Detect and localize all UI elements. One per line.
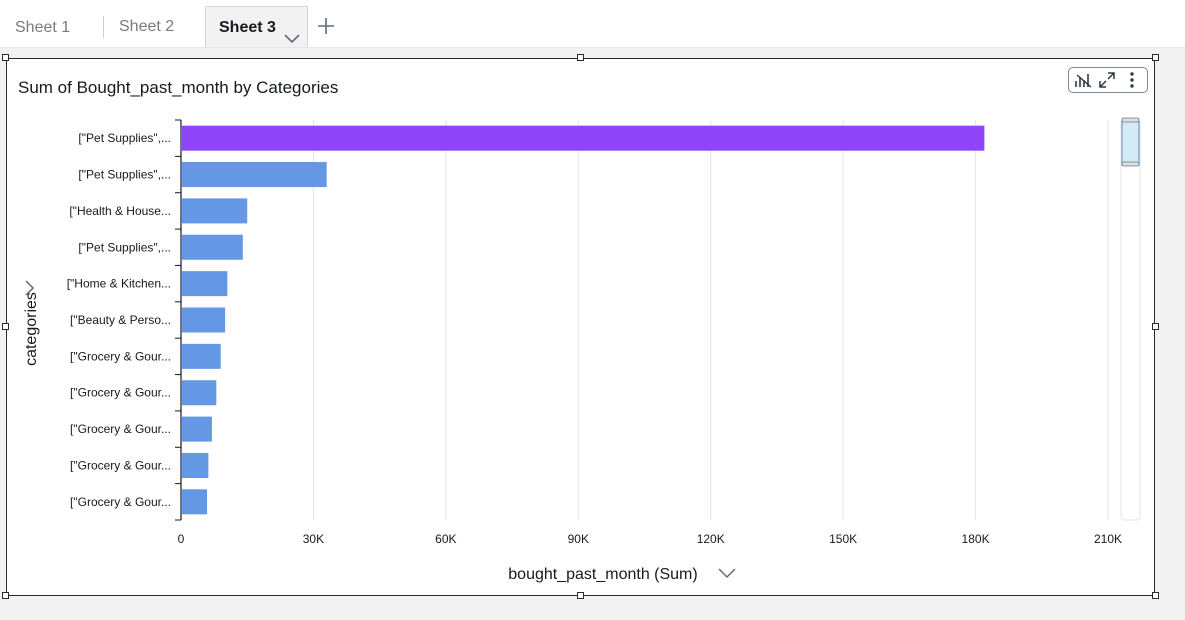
plus-icon	[318, 18, 334, 34]
y-tick-label: ["Grocery & Gour...	[70, 349, 171, 363]
bar[interactable]	[182, 452, 209, 478]
chart-format-icon[interactable]	[1074, 71, 1094, 89]
y-tick-label: ["Pet Supplies",...	[78, 168, 171, 182]
chart-scrollbar[interactable]	[1120, 117, 1141, 521]
y-axis-label: categories	[23, 292, 40, 366]
bar[interactable]	[182, 162, 327, 188]
sheet-tab-bar: Sheet 1 Sheet 2 Sheet 3	[0, 0, 1185, 48]
resize-handle-top[interactable]	[577, 54, 584, 61]
bar[interactable]	[182, 416, 212, 442]
add-sheet-button[interactable]	[316, 16, 336, 36]
bar[interactable]	[182, 234, 243, 260]
tab-label: Sheet 2	[119, 18, 175, 35]
scroll-thumb[interactable]	[1121, 120, 1140, 166]
y-tick-label: ["Home & Kitchen...	[67, 277, 171, 291]
x-tick-label: 180K	[962, 532, 990, 546]
bar-chart-visual[interactable]: Sum of Bought_past_month by Categories […	[2, 54, 1159, 599]
y-tick-label: ["Grocery & Gour...	[70, 386, 171, 400]
x-axis-label: bought_past_month (Sum)	[508, 566, 697, 583]
y-tick-label: ["Grocery & Gour...	[70, 422, 171, 436]
x-tick-label: 210K	[1094, 532, 1122, 546]
resize-handle-bottom-left[interactable]	[2, 592, 9, 599]
tab-sheet-3[interactable]: Sheet 3	[205, 6, 308, 47]
chart-canvas: ["Pet Supplies",... ["Pet Supplies",... ["…	[23, 117, 1141, 583]
visual-title: Sum of Bought_past_month by Categories	[18, 78, 339, 97]
tab-sheet-1[interactable]: Sheet 1	[0, 8, 103, 46]
chevron-right-icon[interactable]	[25, 280, 35, 296]
y-tick-label: ["Beauty & Perso...	[70, 313, 171, 327]
x-tick-label: 120K	[697, 532, 725, 546]
bars-group	[182, 125, 985, 515]
tab-label: Sheet 3	[219, 19, 276, 36]
x-axis: 0 30K 60K 90K 120K 150K 180K 210K	[178, 532, 1122, 546]
bar[interactable]	[182, 307, 226, 333]
tab-sheet-2[interactable]: Sheet 2	[103, 16, 203, 38]
resize-handle-bottom[interactable]	[577, 592, 584, 599]
bar[interactable]	[182, 489, 208, 515]
tab-label: Sheet 1	[15, 19, 71, 36]
more-vertical-icon[interactable]	[1127, 71, 1137, 89]
x-tick-label: 60K	[435, 532, 456, 546]
bar[interactable]	[182, 125, 985, 151]
y-tick-label: ["Pet Supplies",...	[78, 131, 171, 145]
resize-handle-bottom-right[interactable]	[1152, 592, 1159, 599]
chevron-down-icon[interactable]	[718, 568, 736, 579]
gridlines	[312, 120, 1109, 520]
bar[interactable]	[182, 271, 228, 297]
resize-handle-left[interactable]	[2, 323, 9, 330]
resize-handle-right[interactable]	[1152, 323, 1159, 330]
x-tick-label: 0	[178, 532, 185, 546]
bar[interactable]	[182, 380, 217, 406]
resize-handle-top-left[interactable]	[2, 54, 9, 61]
x-tick-label: 30K	[303, 532, 324, 546]
resize-handle-top-right[interactable]	[1152, 54, 1159, 61]
x-tick-label: 90K	[568, 532, 589, 546]
y-tick-label: ["Pet Supplies",...	[78, 240, 171, 254]
expand-icon[interactable]	[1098, 71, 1116, 89]
chevron-down-icon[interactable]	[284, 20, 300, 62]
bar[interactable]	[182, 198, 248, 224]
x-tick-label: 150K	[829, 532, 857, 546]
y-tick-label: ["Health & House...	[69, 204, 171, 218]
bar[interactable]	[182, 343, 221, 369]
y-tick-label: ["Grocery & Gour...	[70, 495, 171, 509]
y-tick-label: ["Grocery & Gour...	[70, 458, 171, 472]
visual-toolbar	[1068, 67, 1148, 93]
y-axis: ["Pet Supplies",... ["Pet Supplies",... ["…	[67, 119, 182, 521]
